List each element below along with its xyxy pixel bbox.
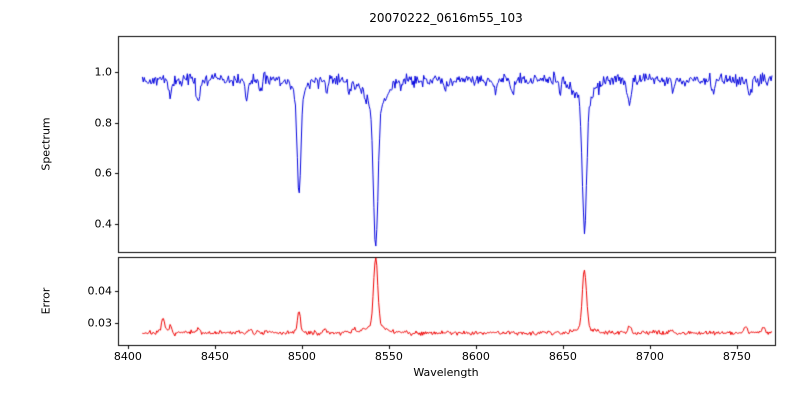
spectrum-y-axis-label: Spectrum (39, 117, 53, 171)
x-tick-label: 8700 (635, 350, 664, 363)
spectrum-y-tick-label: 1.0 (94, 65, 113, 79)
spectrum-y-tick-label: 0.8 (94, 116, 113, 130)
x-axis-label: Wavelength (413, 366, 479, 379)
error-y-tick-label: 0.04 (87, 284, 113, 298)
x-tick-label: 8400 (113, 350, 142, 363)
x-tick-label: 8500 (287, 350, 316, 363)
x-tick-label: 8600 (461, 350, 490, 363)
spectrum-y-tick-label: 0.4 (94, 217, 113, 231)
chart-title: 20070222_0616m55_103 (369, 11, 523, 25)
x-tick-label: 8750 (722, 350, 751, 363)
spectrum-y-tick-label: 0.6 (94, 166, 113, 180)
error-y-axis-label: Error (39, 287, 53, 315)
x-tick-label: 8650 (548, 350, 577, 363)
x-tick-label: 8550 (374, 350, 403, 363)
x-tick-label: 8450 (200, 350, 229, 363)
error-y-tick-label: 0.03 (87, 316, 113, 330)
